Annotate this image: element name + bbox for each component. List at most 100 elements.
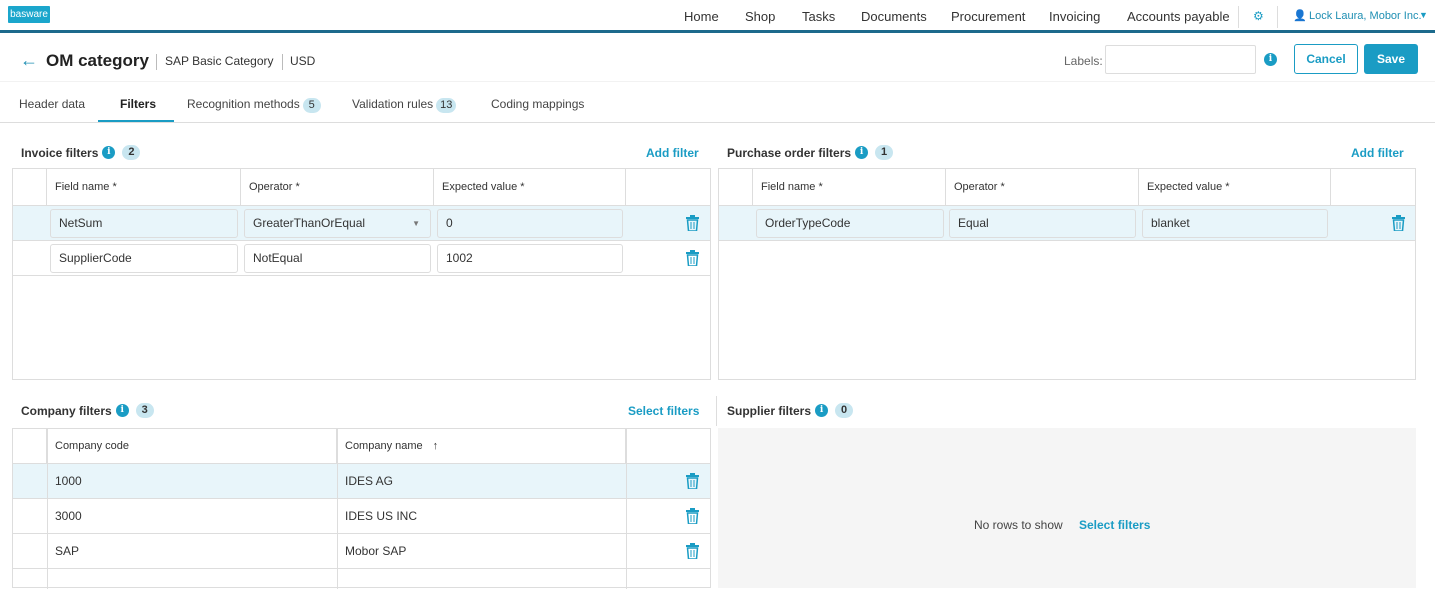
nav-shop[interactable]: Shop — [745, 9, 776, 24]
page-title: OM category — [46, 51, 149, 70]
grid-header: Field name * Operator * Expected value * — [719, 169, 1415, 206]
supplier-filters-title: Supplier filters i 0 — [727, 403, 854, 418]
chevron-down-icon[interactable]: ▼ — [1419, 10, 1428, 20]
trash-icon[interactable] — [686, 250, 699, 266]
column-header[interactable]: Field name * — [47, 169, 241, 205]
table-row[interactable]: OrderTypeCode Equal blanket — [719, 206, 1415, 241]
tab-label: Recognition methods — [187, 97, 300, 111]
count-badge: 5 — [302, 98, 321, 113]
nav-home[interactable]: Home — [684, 9, 719, 24]
trash-icon[interactable] — [1392, 215, 1405, 231]
gear-icon[interactable]: ⚙ — [1253, 9, 1264, 23]
info-icon[interactable]: i — [855, 146, 869, 159]
active-tab-indicator — [98, 120, 174, 122]
invoice-filters-grid: Field name * Operator * Expected value *… — [12, 168, 711, 380]
panel-title: Invoice filters — [21, 145, 99, 160]
top-nav — [0, 0, 1435, 33]
empty-message: No rows to show — [974, 518, 1063, 532]
expected-value-input[interactable]: 1002 — [437, 244, 623, 273]
labels-input[interactable] — [1105, 45, 1256, 74]
basware-logo[interactable]: basware — [8, 6, 50, 23]
column-divider — [337, 429, 338, 589]
info-icon[interactable]: i — [102, 146, 116, 159]
nav-procurement[interactable]: Procurement — [951, 9, 1026, 24]
company-code: 3000 — [55, 509, 82, 523]
field-name-input[interactable]: SupplierCode — [50, 244, 238, 273]
company-code: SAP — [55, 544, 80, 558]
operator-select[interactable]: Equal — [949, 209, 1136, 238]
nav-tasks[interactable]: Tasks — [802, 9, 836, 24]
count-badge: 0 — [835, 403, 854, 418]
column-header[interactable]: Expected value * — [1139, 169, 1331, 205]
add-invoice-filter-button[interactable]: Add filter — [646, 146, 699, 160]
company-code: 1000 — [55, 474, 82, 488]
divider — [156, 54, 157, 70]
divider — [1238, 6, 1239, 28]
tab-coding-mappings[interactable]: Coding mappings — [491, 97, 585, 111]
info-icon[interactable]: i — [115, 404, 129, 417]
table-row[interactable]: 1000 IDES AG — [13, 464, 710, 499]
column-header[interactable]: Expected value * — [434, 169, 626, 205]
column-header[interactable]: Field name * — [753, 169, 946, 205]
info-icon[interactable]: i — [1264, 53, 1277, 66]
trash-icon[interactable] — [686, 543, 699, 559]
count-badge: 1 — [875, 145, 894, 160]
breadcrumb-currency: USD — [290, 54, 316, 68]
trash-icon[interactable] — [686, 473, 699, 489]
panel-title: Supplier filters — [727, 403, 812, 418]
add-po-filter-button[interactable]: Add filter — [1351, 146, 1404, 160]
column-divider — [47, 429, 48, 589]
field-name-input[interactable]: NetSum — [50, 209, 238, 238]
nav-accounts-payable[interactable]: Accounts payable — [1127, 9, 1230, 24]
field-name-input[interactable]: OrderTypeCode — [756, 209, 944, 238]
panel-title: Company filters — [21, 403, 112, 418]
column-divider — [626, 429, 627, 589]
column-header[interactable]: Operator * — [241, 169, 434, 205]
chevron-down-icon: ▼ — [412, 219, 420, 228]
trash-icon[interactable] — [686, 215, 699, 231]
tab-validation-rules[interactable]: Validation rules 13 — [352, 97, 457, 113]
nav-documents[interactable]: Documents — [861, 9, 927, 24]
count-badge: 13 — [436, 98, 457, 113]
panel-title: Purchase order filters — [727, 145, 852, 160]
user-menu[interactable]: Lock Laura, Mobor Inc. — [1309, 10, 1422, 22]
tab-filters[interactable]: Filters — [120, 97, 157, 111]
table-row[interactable]: 3000 IDES US INC — [13, 499, 710, 534]
expected-value-input[interactable]: blanket — [1142, 209, 1328, 238]
operator-select[interactable]: NotEqual — [244, 244, 431, 273]
supplier-filters-empty — [718, 428, 1416, 588]
count-badge: 3 — [135, 403, 154, 418]
company-name: IDES US INC — [345, 509, 418, 523]
tab-label: Validation rules — [352, 97, 434, 111]
cancel-button[interactable]: Cancel — [1294, 44, 1358, 74]
divider — [716, 396, 717, 426]
select-company-filters-button[interactable]: Select filters — [628, 404, 700, 418]
invoice-filters-title: Invoice filters i 2 — [21, 145, 141, 160]
table-row[interactable]: NetSum GreaterThanOrEqual ▼ 0 — [13, 206, 710, 241]
nav-invoicing[interactable]: Invoicing — [1049, 9, 1101, 24]
company-filters-grid: Company code Company name ↑ 1000 IDES AG … — [12, 428, 711, 589]
company-name: Mobor SAP — [345, 544, 407, 558]
back-arrow-icon[interactable]: ← — [20, 50, 38, 70]
breadcrumb-category: SAP Basic Category — [165, 54, 274, 68]
table-row[interactable]: SAP Mobor SAP — [13, 534, 710, 569]
info-icon[interactable]: i — [815, 404, 829, 417]
operator-value: GreaterThanOrEqual — [253, 216, 366, 230]
labels-label: Labels: — [1064, 54, 1103, 68]
column-header[interactable]: Operator * — [946, 169, 1139, 205]
tab-recognition-methods[interactable]: Recognition methods 5 — [187, 97, 321, 113]
expected-value-input[interactable]: 0 — [437, 209, 623, 238]
column-header[interactable]: Company code — [47, 429, 337, 463]
select-supplier-filters-button[interactable]: Select filters — [1079, 518, 1151, 532]
table-row[interactable]: SupplierCode NotEqual 1002 — [13, 241, 710, 276]
trash-icon[interactable] — [686, 508, 699, 524]
select-column — [13, 169, 47, 205]
po-filters-grid: Field name * Operator * Expected value *… — [718, 168, 1416, 380]
select-column — [719, 169, 753, 205]
tab-header-data[interactable]: Header data — [19, 97, 86, 111]
grid-header: Company code Company name ↑ — [13, 429, 710, 464]
operator-select[interactable]: GreaterThanOrEqual ▼ — [244, 209, 431, 238]
column-header[interactable]: Company name ↑ — [337, 429, 626, 463]
save-button[interactable]: Save — [1364, 44, 1418, 74]
select-column — [13, 429, 47, 463]
